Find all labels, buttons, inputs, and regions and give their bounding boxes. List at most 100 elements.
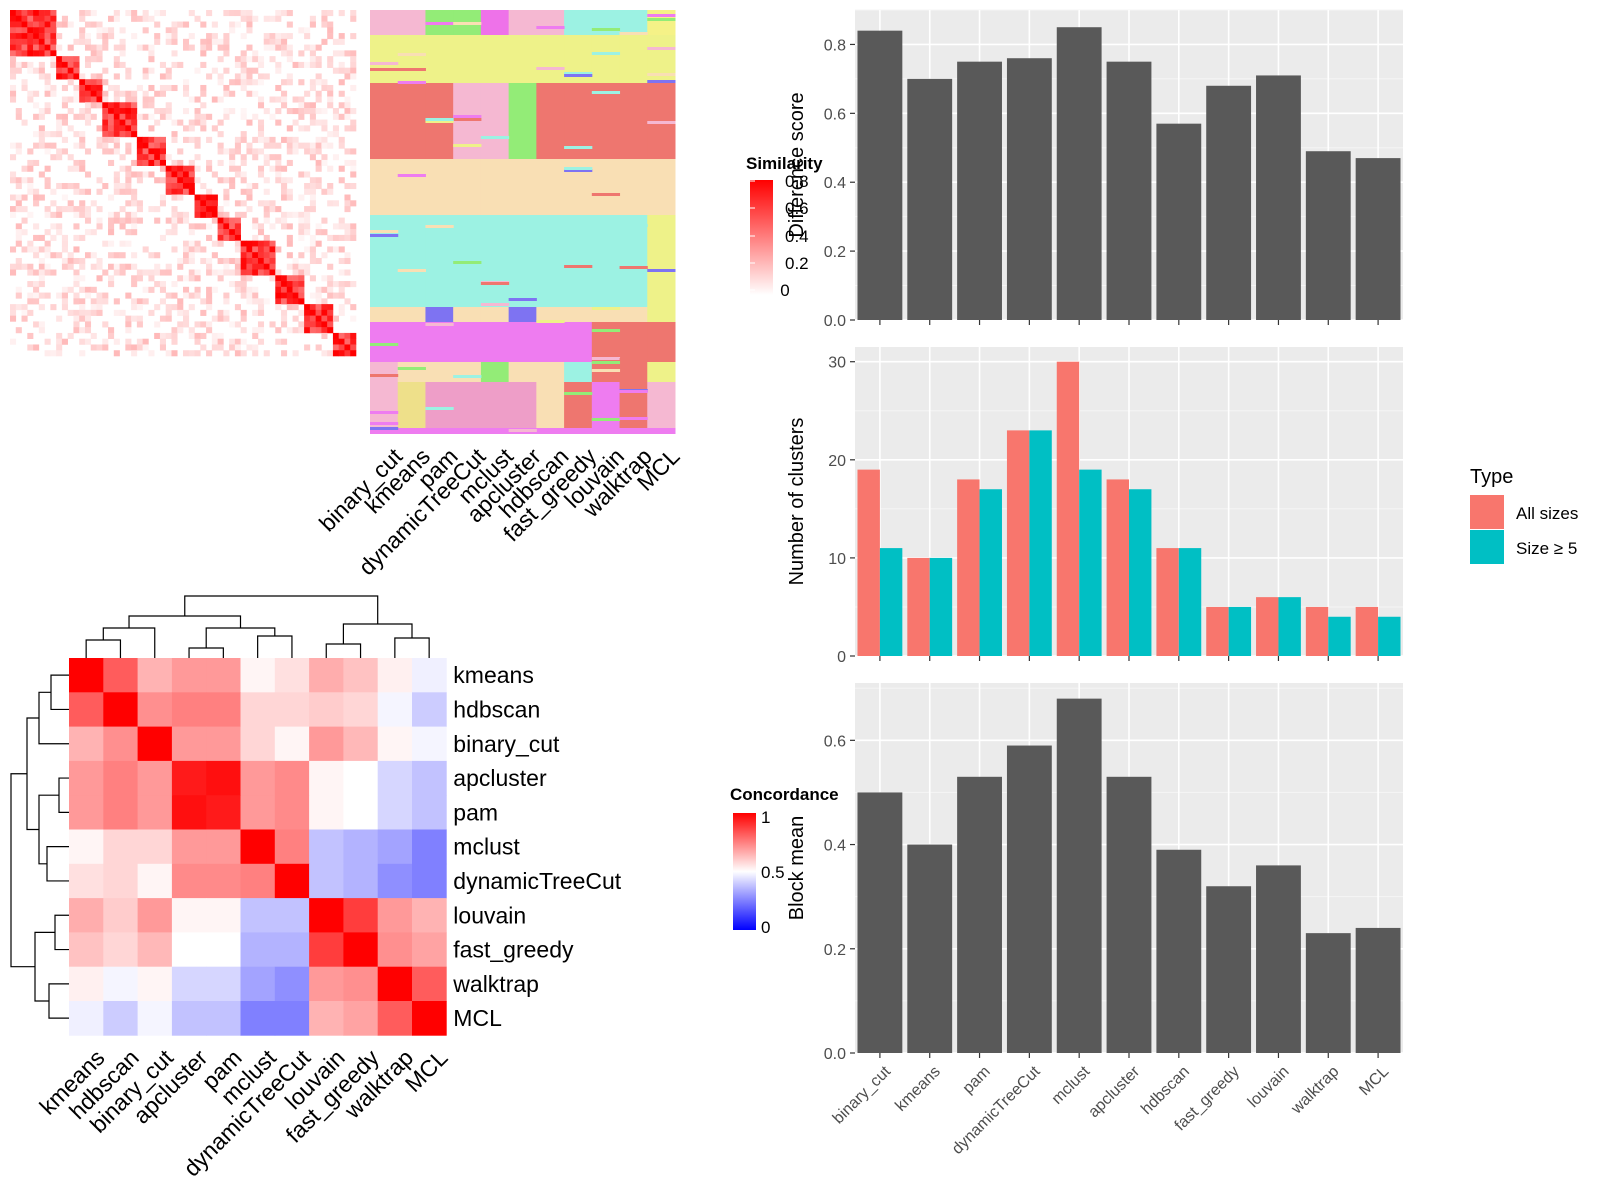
similarity-cell xyxy=(50,38,57,45)
similarity-cell xyxy=(183,165,190,172)
similarity-cell xyxy=(263,252,270,259)
similarity-cell xyxy=(223,298,230,305)
similarity-cell xyxy=(125,315,132,322)
similarity-cell xyxy=(275,67,282,74)
similarity-cell xyxy=(309,194,316,201)
similarity-cell xyxy=(27,269,34,276)
similarity-cell xyxy=(200,200,207,207)
similarity-cell xyxy=(188,292,195,299)
similarity-cell xyxy=(332,50,339,57)
similarity-legend-tick: 0.8 xyxy=(785,172,809,191)
similarity-cell xyxy=(206,223,213,230)
similarity-cell xyxy=(154,281,161,288)
similarity-cell xyxy=(56,67,63,74)
similarity-cell xyxy=(321,38,328,45)
similarity-cell xyxy=(27,15,34,22)
similarity-cell xyxy=(240,338,247,345)
similarity-cell xyxy=(275,304,282,311)
similarity-cell xyxy=(119,27,126,34)
similarity-cell xyxy=(315,321,322,328)
similarity-cell xyxy=(257,338,265,345)
similarity-cell xyxy=(200,21,207,28)
similarity-cell xyxy=(211,217,218,224)
similarity-cell xyxy=(240,84,247,92)
similarity-cell xyxy=(315,56,322,63)
similarity-cell xyxy=(332,344,339,351)
membership-cell xyxy=(480,428,510,434)
similarity-cell xyxy=(125,131,132,138)
bar xyxy=(1305,151,1351,320)
similarity-cell xyxy=(79,159,86,166)
membership-streak xyxy=(536,67,565,70)
similarity-cell xyxy=(206,194,213,201)
similarity-cell xyxy=(229,183,236,190)
similarity-cell xyxy=(327,96,334,103)
similarity-cell xyxy=(206,327,213,334)
similarity-cell xyxy=(286,327,293,334)
similarity-cell xyxy=(309,177,316,184)
similarity-cell xyxy=(50,223,57,230)
similarity-cell xyxy=(252,298,259,305)
concordance-cell xyxy=(309,1001,344,1036)
concordance-cell xyxy=(377,829,413,865)
membership-cell xyxy=(564,307,593,322)
similarity-cell xyxy=(234,246,241,253)
bar xyxy=(1056,698,1102,1053)
similarity-cell xyxy=(263,246,270,253)
similarity-cell xyxy=(344,269,351,276)
similarity-cell xyxy=(332,292,339,299)
similarity-cell xyxy=(113,113,120,120)
similarity-cell xyxy=(188,304,195,311)
similarity-cell xyxy=(240,159,247,166)
y-tick-label: 10 xyxy=(828,551,846,568)
similarity-cell xyxy=(223,269,230,276)
membership-cell xyxy=(647,159,676,215)
similarity-cell xyxy=(286,73,293,80)
similarity-cell xyxy=(327,61,334,68)
similarity-cell xyxy=(298,211,305,218)
similarity-cell xyxy=(281,321,288,328)
similarity-cell xyxy=(131,15,138,22)
similarity-cell xyxy=(211,200,218,207)
similarity-cell xyxy=(304,246,311,253)
similarity-cell xyxy=(309,84,316,92)
row-dendrogram-branch xyxy=(26,717,39,831)
membership-cell xyxy=(397,83,426,159)
similarity-cell xyxy=(252,136,259,143)
similarity-cell xyxy=(61,298,68,305)
membership-cell xyxy=(619,307,648,322)
similarity-cell xyxy=(211,269,218,276)
similarity-cell xyxy=(194,286,201,293)
similarity-cell xyxy=(84,292,92,299)
similarity-cell xyxy=(344,200,351,207)
similarity-cell xyxy=(286,223,293,230)
similarity-cell xyxy=(108,275,115,282)
similarity-cell xyxy=(113,252,120,259)
similarity-cell xyxy=(298,327,305,334)
membership-cell xyxy=(564,382,593,428)
similarity-cell xyxy=(252,217,259,224)
similarity-cell xyxy=(102,148,109,155)
y-axis-label: Block mean xyxy=(786,816,808,921)
similarity-cell xyxy=(50,200,57,207)
membership-cell xyxy=(397,428,426,434)
similarity-cell xyxy=(33,252,40,259)
similarity-cell xyxy=(50,33,57,40)
membership-streak xyxy=(591,307,621,310)
similarity-cell xyxy=(119,269,126,276)
similarity-cell xyxy=(131,194,138,201)
similarity-cell xyxy=(171,350,178,357)
membership-cell xyxy=(397,10,426,35)
similarity-cell xyxy=(234,234,241,241)
row-dendrogram-branch xyxy=(38,691,69,745)
membership-cell xyxy=(647,307,676,322)
similarity-cell xyxy=(344,344,351,351)
similarity-cell xyxy=(315,96,322,103)
concordance-row-label: apcluster xyxy=(453,765,547,791)
similarity-cell xyxy=(229,229,236,236)
similarity-cell xyxy=(252,269,259,276)
similarity-cell xyxy=(165,263,172,270)
similarity-cell xyxy=(27,292,34,299)
similarity-cell xyxy=(298,102,305,109)
concordance-cell xyxy=(206,863,241,899)
